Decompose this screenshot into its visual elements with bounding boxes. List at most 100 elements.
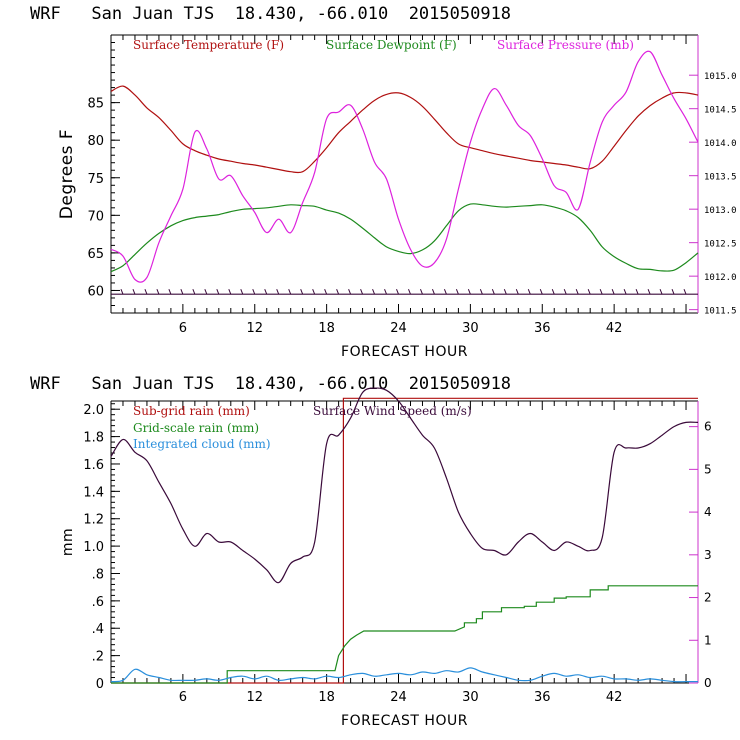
legend-entry: Grid-scale rain (mm) bbox=[133, 421, 259, 435]
wind-barb bbox=[671, 289, 675, 295]
wind-barb bbox=[252, 289, 256, 295]
y2-tick-label: 1014.0 bbox=[704, 139, 737, 149]
chart-panel-2: WRF San Juan TJS 18.430, -66.010 2015050… bbox=[30, 374, 712, 729]
x-tick-label: 18 bbox=[318, 690, 335, 705]
wind-barb bbox=[443, 289, 447, 295]
x-tick-label: 36 bbox=[534, 690, 551, 705]
x-tick-label: 42 bbox=[606, 690, 623, 705]
wind-barb bbox=[575, 289, 579, 295]
wind-barb bbox=[372, 289, 376, 295]
legend-entry: Surface Temperature (F) bbox=[133, 38, 284, 52]
y-tick-label: .2 bbox=[92, 650, 104, 665]
y-tick-label: 1.2 bbox=[83, 513, 104, 528]
x-tick-label: 36 bbox=[534, 321, 551, 336]
y-tick-label: 65 bbox=[87, 247, 104, 262]
y-tick-label: 75 bbox=[87, 172, 104, 187]
legend-entry: Integrated cloud (mm) bbox=[133, 437, 271, 451]
wind-barb bbox=[396, 289, 399, 295]
y-tick-label: .4 bbox=[92, 622, 104, 637]
chart-panel-1: WRF San Juan TJS 18.430, -66.010 2015050… bbox=[30, 4, 737, 360]
wind-barb bbox=[336, 289, 340, 295]
y-tick-label: 2.0 bbox=[83, 403, 104, 418]
x-tick-label: 30 bbox=[462, 690, 479, 705]
y2-tick-label: 6 bbox=[704, 420, 712, 434]
y-tick-label: 85 bbox=[87, 97, 104, 112]
x-tick-label: 30 bbox=[462, 321, 479, 336]
y2-tick-label: 1012.0 bbox=[704, 273, 737, 283]
x-tick-label: 42 bbox=[606, 321, 623, 336]
x-tick-label: 6 bbox=[179, 321, 187, 336]
wind-barb bbox=[491, 289, 495, 295]
wind-barb bbox=[384, 289, 387, 295]
wind-barb bbox=[551, 289, 555, 295]
chart-title: WRF San Juan TJS 18.430, -66.010 2015050… bbox=[30, 374, 511, 394]
y-tick-label: .6 bbox=[92, 595, 104, 610]
wind-barb bbox=[467, 289, 471, 295]
y-tick-label: 0 bbox=[96, 677, 104, 692]
wind-barb bbox=[348, 289, 352, 295]
series-line-grid-scale-rain-mm bbox=[111, 585, 698, 684]
wind-barb bbox=[527, 289, 531, 295]
y-tick-label: 70 bbox=[87, 209, 104, 224]
legend-entry: Surface Dewpoint (F) bbox=[326, 38, 457, 52]
wind-barb bbox=[659, 289, 663, 295]
y2-tick-label: 1015.0 bbox=[704, 72, 737, 82]
wind-barb bbox=[120, 289, 124, 295]
wind-barb bbox=[503, 289, 507, 295]
y2-tick-label: 1 bbox=[704, 633, 712, 647]
series-line-surface-wind-speed-m-s bbox=[110, 387, 699, 584]
series-line-surface-temperature-f bbox=[110, 85, 699, 174]
legend-entry: Surface Pressure (mb) bbox=[497, 38, 634, 52]
wind-barb bbox=[264, 289, 268, 295]
y-axis-label: Degrees F bbox=[57, 129, 77, 219]
wind-barb bbox=[515, 289, 519, 295]
y2-tick-label: 1012.5 bbox=[704, 240, 737, 250]
wind-barb bbox=[455, 289, 459, 295]
chart-title: WRF San Juan TJS 18.430, -66.010 2015050… bbox=[30, 4, 511, 24]
wind-barb bbox=[360, 289, 364, 295]
wind-barb bbox=[216, 289, 220, 295]
wind-barb bbox=[431, 289, 435, 295]
y-tick-label: 60 bbox=[87, 284, 104, 299]
wind-barb bbox=[288, 289, 292, 295]
wind-barb bbox=[324, 289, 328, 295]
legend-entry: Sub-grid rain (mm) bbox=[133, 404, 250, 418]
x-tick-label: 24 bbox=[390, 690, 407, 705]
wind-barb bbox=[144, 289, 148, 295]
wind-barb bbox=[132, 289, 136, 295]
x-tick-label: 6 bbox=[179, 690, 187, 705]
y-axis-label: mm bbox=[60, 528, 76, 556]
wind-barb bbox=[420, 289, 423, 295]
y2-tick-label: 0 bbox=[704, 676, 712, 690]
y2-tick-label: 3 bbox=[704, 548, 712, 562]
y2-tick-label: 2 bbox=[704, 591, 712, 605]
series-line-surface-pressure-mb bbox=[110, 50, 699, 283]
y-tick-label: 1.0 bbox=[83, 540, 104, 555]
y-tick-label: .8 bbox=[92, 567, 104, 582]
wind-barb bbox=[276, 289, 280, 295]
y2-tick-label: 5 bbox=[704, 462, 712, 476]
y2-tick-label: 1013.0 bbox=[704, 206, 737, 216]
legend-entry: Surface Wind Speed (m/s) bbox=[313, 404, 472, 418]
wind-barb bbox=[156, 289, 160, 295]
wind-barb bbox=[168, 289, 172, 295]
series-line-integrated-cloud-mm bbox=[110, 667, 698, 683]
wind-barb bbox=[683, 289, 687, 295]
y2-tick-label: 1013.5 bbox=[704, 173, 737, 183]
wind-barb bbox=[228, 289, 232, 295]
x-tick-label: 24 bbox=[390, 321, 407, 336]
wind-barb bbox=[204, 289, 208, 295]
x-tick-label: 18 bbox=[318, 321, 335, 336]
y2-tick-label: 1011.5 bbox=[704, 307, 737, 317]
wind-barb bbox=[623, 289, 627, 295]
wind-barb bbox=[635, 289, 639, 295]
wind-barb bbox=[587, 289, 591, 295]
x-axis-label: FORECAST HOUR bbox=[341, 344, 468, 360]
wind-barb bbox=[611, 289, 615, 295]
wind-barb bbox=[647, 289, 651, 295]
wind-barb bbox=[312, 289, 316, 295]
y-tick-label: 1.4 bbox=[83, 485, 104, 500]
wind-barb bbox=[240, 289, 244, 295]
